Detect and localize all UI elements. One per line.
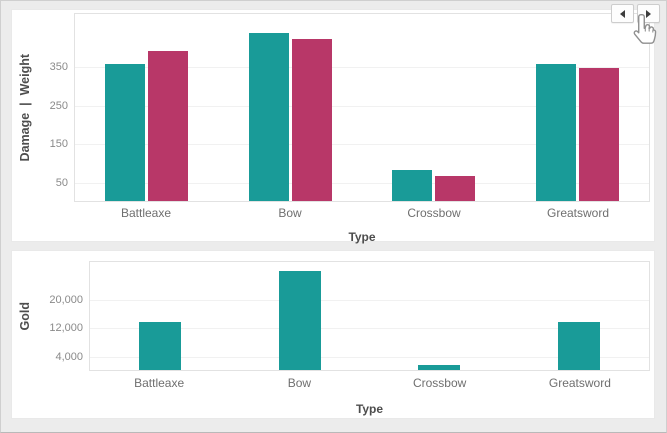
left-triangle-icon <box>620 9 625 18</box>
chart-card-damage-weight: Damage | Weight 50 150 250 350 Battleaxe Bow Cr… <box>11 9 655 244</box>
bar-weight-bow[interactable] <box>291 39 332 201</box>
y-tick-label: 12,000 <box>49 322 83 335</box>
chart-card-gold: Gold 4,000 12,000 20,000 Battleaxe Bow Crossbo… <box>11 250 655 419</box>
x-category-label-bow[interactable]: Bow <box>287 376 312 390</box>
x-category-label-greatsword[interactable]: Greatsword <box>548 376 611 390</box>
x-category-labels: Battleaxe Bow Crossbow Greatsword <box>89 377 650 390</box>
carousel-next-button[interactable] <box>637 4 660 23</box>
x-category-label-crossbow[interactable]: Crossbow <box>407 206 461 220</box>
y-tick-label: 20,000 <box>49 294 83 307</box>
gridline <box>90 328 649 330</box>
bar-groups <box>90 262 649 370</box>
bar-chart-damage-weight: Damage | Weight 50 150 250 350 Battleaxe Bow Cr… <box>12 10 654 244</box>
right-triangle-icon <box>646 9 651 18</box>
x-category-label-battleaxe[interactable]: Battleaxe <box>134 376 185 390</box>
bar-weight-greatsword[interactable] <box>578 67 619 201</box>
x-category-labels: Battleaxe Bow Crossbow Greatsword <box>74 207 650 220</box>
bar-group-battleaxe <box>90 262 230 370</box>
x-category-label-greatsword[interactable]: Greatsword <box>546 206 610 220</box>
gridline <box>75 105 649 107</box>
bar-gold-greatsword[interactable] <box>558 322 601 370</box>
bar-group-greatsword <box>506 14 650 201</box>
bar-group-bow <box>219 14 363 201</box>
y-tick-label: 50 <box>55 176 68 189</box>
x-category-label-battleaxe[interactable]: Battleaxe <box>120 206 172 220</box>
bar-gold-bow[interactable] <box>278 271 321 370</box>
y-axis-title: Gold <box>14 261 36 371</box>
y-tick-label: 250 <box>49 99 68 112</box>
bar-damage-crossbow[interactable] <box>392 170 433 201</box>
carousel-prev-button[interactable] <box>611 4 634 23</box>
bar-group-crossbow <box>370 262 510 370</box>
bar-chart-gold: Gold 4,000 12,000 20,000 Battleaxe Bow Crossbo… <box>12 251 654 418</box>
carousel-nav <box>611 4 660 23</box>
gridline <box>75 67 649 68</box>
bar-group-bow <box>230 262 370 370</box>
bar-damage-bow[interactable] <box>248 33 289 201</box>
gridline <box>75 182 649 184</box>
gridline <box>90 356 649 358</box>
x-axis-title: Type <box>348 230 376 244</box>
plot-area <box>74 13 650 202</box>
x-category-label-crossbow[interactable]: Crossbow <box>412 376 467 390</box>
bar-group-crossbow <box>362 14 506 201</box>
bar-gold-battleaxe[interactable] <box>138 322 181 370</box>
bar-weight-crossbow[interactable] <box>435 175 476 201</box>
y-tick-label: 4,000 <box>55 350 83 363</box>
bar-damage-greatsword[interactable] <box>535 64 576 201</box>
gridline <box>90 300 649 302</box>
bar-group-greatsword <box>509 262 649 370</box>
y-axis-title-text: Gold <box>18 301 32 331</box>
x-category-label-bow[interactable]: Bow <box>278 206 302 220</box>
bar-weight-battleaxe[interactable] <box>148 50 189 201</box>
bar-gold-crossbow[interactable] <box>418 365 461 370</box>
bar-group-battleaxe <box>75 14 219 201</box>
y-tick-label: 150 <box>49 138 68 151</box>
bar-groups <box>75 14 649 201</box>
bar-damage-battleaxe[interactable] <box>105 64 146 201</box>
y-tick-label: 350 <box>49 61 68 73</box>
plot-area <box>89 261 650 371</box>
x-axis-title: Type <box>355 402 384 416</box>
gridline <box>75 144 649 146</box>
